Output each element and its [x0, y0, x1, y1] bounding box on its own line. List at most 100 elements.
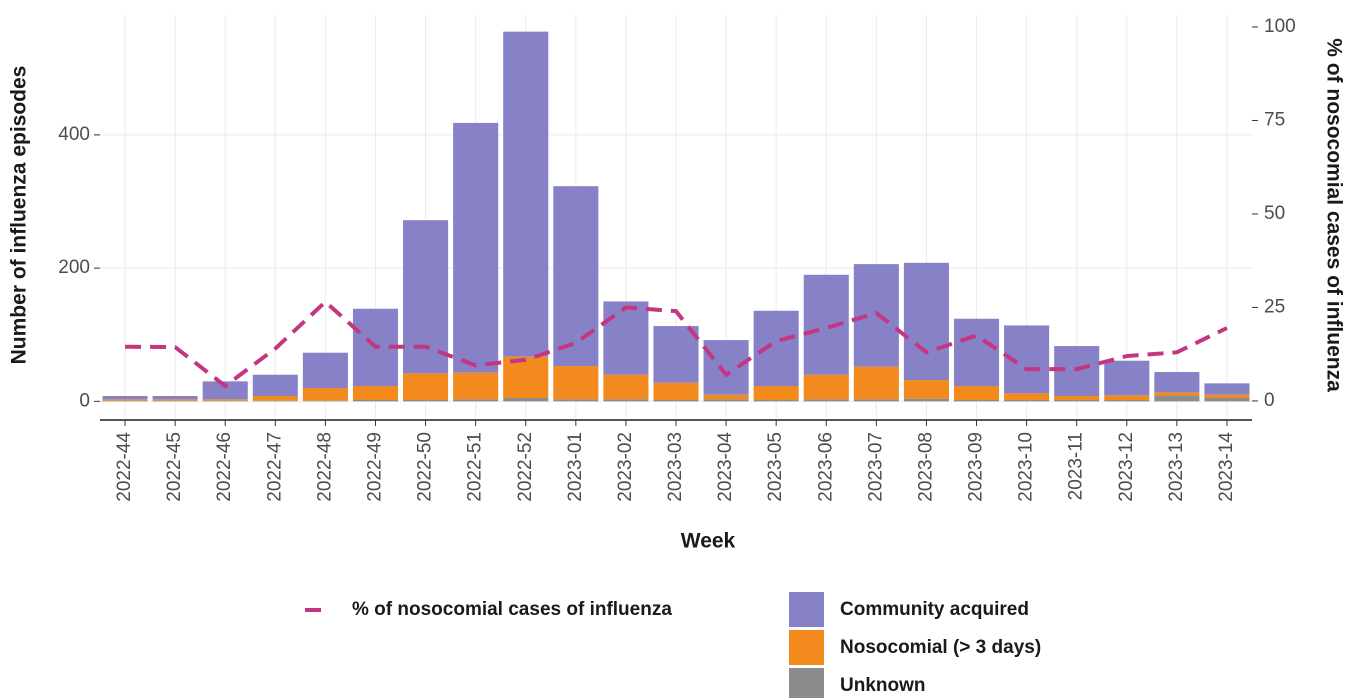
bar-segment	[1154, 396, 1200, 402]
bar-segment	[953, 318, 1000, 387]
legend-swatch	[789, 630, 824, 665]
x-tick-label: 2023-14	[1216, 432, 1237, 502]
x-tick-label: 2023-03	[665, 432, 686, 502]
y2-axis-title: % of nosocomial cases of influenza	[1322, 38, 1345, 392]
legend-label: Unknown	[840, 675, 926, 696]
legend-label: Community acquired	[840, 599, 1029, 620]
y2-tick-label: 50	[1264, 203, 1285, 224]
bar-segment	[102, 399, 148, 401]
bar-segment	[553, 399, 599, 402]
x-tick-label: 2023-09	[966, 432, 987, 502]
x-tick-label: 2023-05	[765, 432, 786, 502]
bar-segment	[803, 399, 849, 402]
bar-segment	[503, 356, 549, 399]
bar-segment	[1054, 400, 1100, 402]
bar-segment	[1154, 372, 1200, 393]
bar-segment	[152, 399, 198, 401]
bar-segment	[503, 31, 549, 357]
x-tick-label: 2023-01	[565, 432, 586, 502]
bar-segment	[953, 386, 1000, 401]
bar-segment	[1004, 400, 1050, 402]
bar-segment	[753, 310, 799, 387]
bar-segment	[403, 373, 449, 401]
bar-segment	[302, 388, 348, 401]
bar-segment	[1104, 400, 1150, 402]
bar-segment	[603, 399, 649, 402]
bar-segment	[803, 374, 849, 400]
legend-swatch	[789, 592, 824, 627]
bar-segment	[252, 400, 298, 402]
x-tick-label: 2023-10	[1016, 432, 1037, 502]
bar-segment	[753, 386, 799, 401]
bar-segment	[302, 352, 348, 389]
bar-segment	[403, 220, 449, 374]
x-tick-label: 2023-06	[815, 432, 836, 502]
bar-segment	[653, 382, 699, 401]
x-tick-label: 2023-04	[715, 432, 736, 502]
bar-segment	[1104, 360, 1150, 396]
legend-label: Nosocomial (> 3 days)	[840, 637, 1041, 658]
y2-tick-label: 100	[1264, 16, 1296, 37]
bar-segment	[603, 301, 649, 375]
legend-swatch	[789, 668, 824, 698]
y2-tick-label: 0	[1264, 390, 1275, 411]
bar-segment	[252, 396, 298, 401]
bar-segment	[553, 186, 599, 367]
x-tick-label: 2022-44	[114, 432, 135, 502]
y-tick-label: 0	[79, 390, 90, 411]
x-axis-title: Week	[681, 530, 736, 553]
bar-segment	[503, 398, 549, 402]
bar-segment	[853, 366, 899, 400]
bar-segment	[903, 262, 949, 381]
bar-segment	[403, 400, 449, 402]
y2-tick-label: 25	[1264, 296, 1285, 317]
x-tick-label: 2023-12	[1116, 432, 1137, 502]
x-tick-label: 2022-47	[264, 432, 285, 502]
x-tick-label: 2022-46	[214, 432, 235, 502]
bar-segment	[352, 386, 399, 401]
y2-tick-label: 75	[1264, 109, 1285, 130]
bar-segment	[703, 399, 749, 402]
bar-segment	[903, 380, 949, 399]
bar-segment	[302, 400, 348, 402]
bar-segment	[102, 396, 148, 400]
bar-segment	[1054, 396, 1100, 401]
bar-segment	[1104, 395, 1150, 401]
y-axis-title: Number of influenza episodes	[8, 66, 31, 365]
bar-segment	[603, 374, 649, 400]
bar-segment	[202, 381, 248, 400]
x-tick-label: 2022-51	[465, 432, 486, 502]
x-tick-label: 2023-11	[1066, 432, 1087, 500]
bar-segment	[703, 394, 749, 400]
x-tick-label: 2022-49	[364, 432, 385, 502]
bar-segment	[553, 366, 599, 400]
line-series	[125, 299, 1228, 389]
legend-label: % of nosocomial cases of influenza	[352, 599, 672, 620]
bar-segment	[653, 326, 699, 383]
x-tick-label: 2023-08	[915, 432, 936, 502]
bar-segment	[202, 399, 248, 401]
bar-segment	[953, 400, 1000, 402]
bar-segment	[703, 340, 749, 395]
bar-segment	[152, 400, 198, 402]
x-tick-label: 2023-02	[615, 432, 636, 502]
x-tick-label: 2022-50	[415, 432, 436, 502]
bar-segment	[853, 399, 899, 402]
bar-segment	[1154, 392, 1200, 397]
x-tick-label: 2022-48	[314, 432, 335, 502]
x-tick-label: 2022-45	[164, 432, 185, 502]
bar-segment	[453, 372, 499, 400]
bar-segment	[453, 399, 499, 402]
bar-segment	[903, 398, 949, 402]
bar-segment	[252, 374, 298, 397]
bar-segment	[352, 400, 399, 402]
bar-segment	[1004, 393, 1050, 401]
bar-segment	[1204, 394, 1250, 399]
bar-segment	[102, 400, 148, 402]
bar-segment	[1204, 383, 1250, 395]
bar-segment	[1204, 398, 1250, 402]
x-tick-label: 2023-13	[1166, 432, 1187, 502]
bar-segment	[453, 122, 499, 373]
y-tick-label: 400	[58, 124, 90, 145]
